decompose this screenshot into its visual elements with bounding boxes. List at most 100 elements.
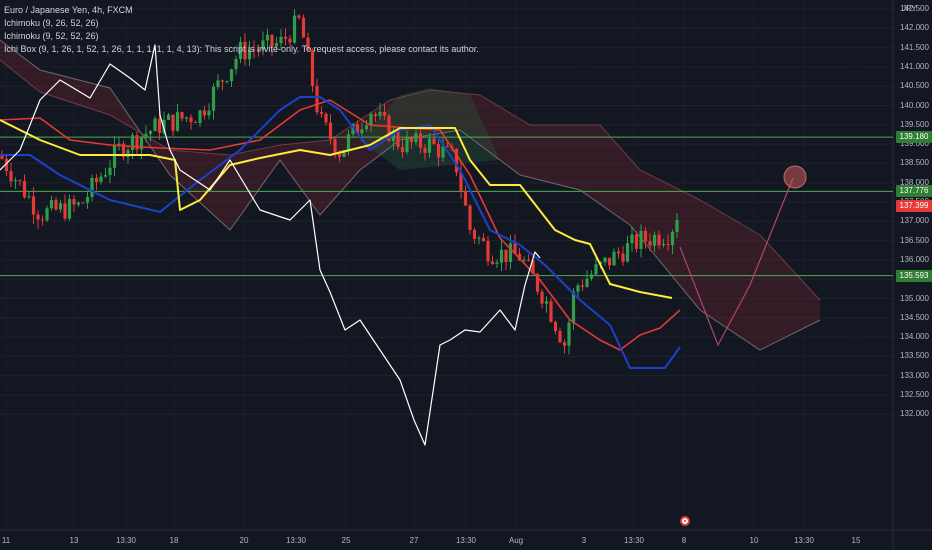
candle-body bbox=[639, 230, 643, 249]
price-tick-label: 142.500 bbox=[900, 4, 929, 13]
candle-body bbox=[670, 231, 675, 245]
time-tick-label: 13:30 bbox=[623, 536, 645, 545]
candle-body bbox=[621, 253, 625, 262]
candle-body bbox=[171, 114, 175, 131]
candle-body bbox=[54, 200, 58, 210]
candle-body bbox=[63, 203, 67, 219]
candle-body bbox=[108, 167, 112, 176]
candles bbox=[0, 9, 679, 355]
candle-body bbox=[526, 259, 531, 261]
time-tick-label: Aug bbox=[508, 536, 524, 545]
time-tick-label: 18 bbox=[169, 536, 179, 545]
time-tick-label: 13:30 bbox=[285, 536, 307, 545]
candle-body bbox=[355, 124, 360, 134]
candle-body bbox=[535, 273, 540, 292]
price-tick-label: 138.500 bbox=[900, 158, 929, 168]
time-tick-label: 3 bbox=[581, 536, 587, 545]
candle-body bbox=[9, 171, 13, 182]
candle-body bbox=[625, 243, 630, 262]
candle-body bbox=[351, 124, 355, 135]
candle-body bbox=[558, 331, 562, 343]
candle-body bbox=[463, 190, 468, 206]
legend-ichimoku-1[interactable]: Ichimoku (9, 26, 52, 26) bbox=[4, 18, 99, 28]
candle-body bbox=[270, 34, 274, 47]
candle-body bbox=[216, 80, 220, 87]
legend-ichimoku-2[interactable]: Ichimoku (9, 52, 52, 26) bbox=[4, 31, 99, 41]
candle-body bbox=[40, 219, 45, 221]
candle-body bbox=[477, 237, 481, 239]
candle-body bbox=[391, 131, 396, 141]
candle-body bbox=[157, 118, 162, 134]
candle-body bbox=[513, 243, 517, 254]
candle-body bbox=[571, 291, 576, 323]
candle-body bbox=[193, 122, 198, 124]
candle-body bbox=[364, 125, 369, 130]
candle-body bbox=[616, 251, 621, 254]
time-tick-label: 11 bbox=[1, 536, 11, 545]
candle-body bbox=[396, 131, 400, 147]
price-tick-label: 141.000 bbox=[900, 61, 929, 71]
candle-body bbox=[459, 172, 463, 191]
projection-path bbox=[679, 165, 807, 347]
candle-body bbox=[661, 244, 666, 246]
candle-body bbox=[504, 249, 508, 262]
time-tick-label: 13:30 bbox=[115, 536, 137, 545]
time-tick-label: 13 bbox=[69, 536, 79, 545]
candle-body bbox=[454, 148, 459, 173]
candle-body bbox=[306, 37, 310, 51]
projection-line bbox=[679, 177, 794, 347]
event-marker-icon[interactable] bbox=[680, 516, 690, 526]
candle-body bbox=[486, 240, 490, 262]
candle-body bbox=[481, 237, 486, 241]
candle-body bbox=[76, 202, 81, 205]
candle-body bbox=[405, 137, 409, 152]
candle-body bbox=[99, 176, 103, 183]
price-tick-label: 137.000 bbox=[900, 216, 929, 226]
price-tick-label: 133.500 bbox=[900, 351, 929, 361]
candle-body bbox=[94, 177, 99, 183]
candle-body bbox=[135, 135, 139, 150]
candle-body bbox=[198, 110, 202, 123]
time-tick-label: 13:30 bbox=[455, 536, 477, 545]
cloud-area bbox=[0, 40, 820, 350]
candle-body bbox=[207, 110, 211, 116]
candle-body bbox=[126, 149, 130, 157]
candle-body bbox=[58, 203, 63, 210]
price-tick-label: 141.500 bbox=[900, 42, 929, 52]
candle-body bbox=[144, 133, 148, 137]
candle-body bbox=[162, 119, 166, 134]
candle-body bbox=[499, 249, 504, 263]
candle-body bbox=[297, 15, 301, 18]
candle-body bbox=[652, 234, 657, 246]
candle-body bbox=[369, 114, 373, 126]
price-tick-label: 132.500 bbox=[900, 390, 929, 399]
candle-body bbox=[27, 196, 31, 198]
price-tick-label: 142.000 bbox=[900, 23, 929, 33]
candle-body bbox=[315, 85, 319, 113]
candle-body bbox=[45, 208, 49, 221]
candle-body bbox=[153, 118, 157, 132]
candle-body bbox=[67, 198, 72, 219]
candle-body bbox=[31, 196, 36, 215]
legend-ichi-box[interactable]: Ichi Box (9, 1, 26, 1, 52, 1, 26, 1, 1, … bbox=[4, 44, 479, 54]
currency-unit: JPY bbox=[902, 4, 917, 13]
candle-body bbox=[612, 251, 616, 266]
candle-body bbox=[585, 278, 589, 287]
candle-body bbox=[333, 139, 337, 154]
candle-body bbox=[139, 136, 144, 150]
candle-body bbox=[252, 49, 256, 51]
candle-body bbox=[234, 59, 238, 70]
price-tag: 137.776 bbox=[896, 185, 932, 198]
candle-body bbox=[382, 111, 387, 116]
price-tick-label: 139.500 bbox=[900, 119, 929, 129]
candle-body bbox=[553, 321, 558, 332]
price-tag: 139.180 bbox=[896, 131, 932, 144]
candle-body bbox=[567, 322, 571, 346]
candle-body bbox=[288, 38, 292, 43]
candle-body bbox=[18, 180, 22, 182]
candle-body bbox=[166, 114, 171, 120]
time-tick-label: 20 bbox=[239, 536, 249, 545]
candle-body bbox=[589, 274, 594, 279]
